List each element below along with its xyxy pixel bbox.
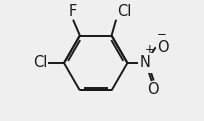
- Text: O: O: [146, 82, 158, 97]
- Text: N: N: [139, 56, 150, 71]
- Text: Cl: Cl: [117, 4, 131, 19]
- Text: F: F: [69, 4, 77, 19]
- Text: −: −: [156, 28, 165, 41]
- Text: Cl: Cl: [32, 56, 47, 71]
- Text: O: O: [156, 40, 168, 55]
- Text: +: +: [144, 43, 154, 56]
